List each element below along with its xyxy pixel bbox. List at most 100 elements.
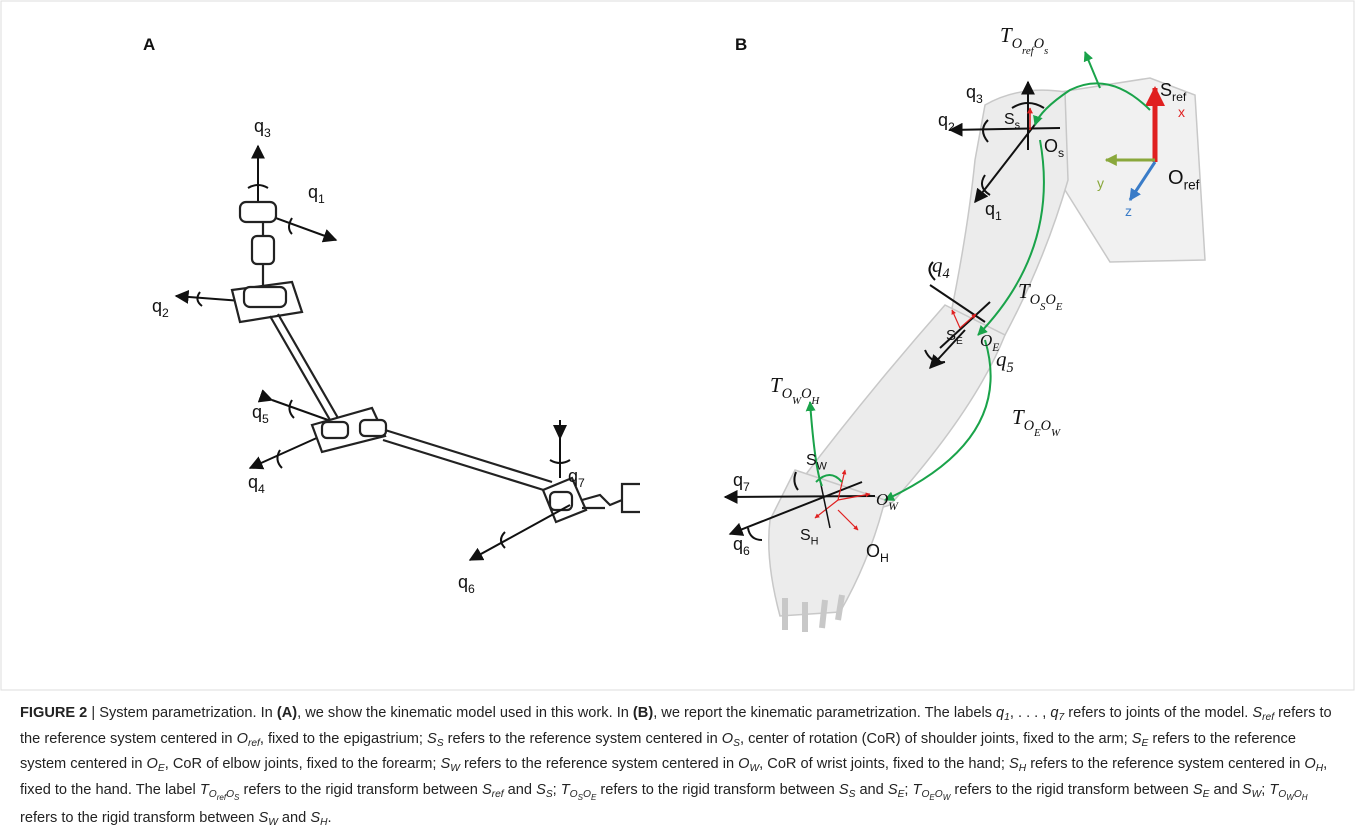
caption-run: H xyxy=(1315,763,1324,774)
joint-label: q7 xyxy=(568,466,585,490)
subscript: O xyxy=(1034,36,1044,52)
frame-label: SH xyxy=(800,527,819,547)
caption-run: O xyxy=(582,788,591,800)
subscript: W xyxy=(792,395,802,407)
joint-label: q3 xyxy=(254,116,271,140)
subscript: O xyxy=(1030,292,1040,308)
joint-label: q4 xyxy=(932,253,950,282)
subscript: H xyxy=(880,551,889,565)
label-text: O xyxy=(876,490,888,509)
joint-label: q2 xyxy=(938,110,955,134)
caption-run: W xyxy=(450,763,460,774)
caption-text: refers to the rigid transform between xyxy=(596,781,839,798)
subscript: E xyxy=(1033,427,1041,439)
axis-label: z xyxy=(1125,203,1132,219)
label-text: q xyxy=(568,466,578,486)
caption-run: T xyxy=(912,781,922,798)
caption-text: , fixed to the hand. The label xyxy=(20,756,1328,798)
subscript: O xyxy=(801,386,811,402)
caption-run: E xyxy=(897,788,905,800)
caption-run: S xyxy=(310,810,321,826)
caption-text: refers to the rigid transform between xyxy=(20,810,259,826)
caption-run: E xyxy=(590,792,597,802)
subscript: 7 xyxy=(578,476,585,490)
caption-run: O xyxy=(236,730,248,747)
caption-text: , we report the kinematic parametrizatio… xyxy=(653,705,997,721)
caption-run: q xyxy=(1050,705,1059,721)
joint-label: q1 xyxy=(308,182,325,206)
subscript: ref xyxy=(1022,45,1036,57)
caption-run: 7 xyxy=(1058,712,1065,723)
transforms xyxy=(805,51,1151,501)
subscript: s xyxy=(1044,45,1048,57)
panel-label: B xyxy=(735,35,747,54)
subscript: 3 xyxy=(264,126,271,140)
subscript: 6 xyxy=(468,582,475,596)
caption-text: refers to the reference system centered … xyxy=(20,705,1332,747)
subscript: W xyxy=(888,500,899,513)
caption-run: O xyxy=(1293,788,1302,800)
caption-text: . xyxy=(327,810,332,826)
label-text: T xyxy=(1012,405,1025,429)
caption-run: O xyxy=(569,788,578,800)
figure-frame xyxy=(0,0,1355,691)
subscript: E xyxy=(1055,301,1063,313)
caption-run: S xyxy=(436,737,444,749)
origin-label: OE xyxy=(980,331,999,354)
caption-text: refers to the reference system centered … xyxy=(443,730,722,747)
caption-text: refers to the reference system centered … xyxy=(1026,756,1305,772)
caption-run: W xyxy=(1286,792,1294,802)
label-text: T xyxy=(770,373,783,397)
caption-run: S xyxy=(1009,756,1019,772)
caption-run: ref xyxy=(491,788,504,800)
joint-label: q4 xyxy=(248,472,265,496)
label-text: S xyxy=(800,527,811,544)
subscript: W xyxy=(1051,427,1061,439)
caption-run: W xyxy=(1251,788,1262,800)
subscript: O xyxy=(782,386,792,402)
caption-run: O xyxy=(208,788,217,800)
label-text: S xyxy=(946,327,956,344)
subscript: 4 xyxy=(943,266,950,282)
caption-run: O xyxy=(921,788,930,800)
label-text: O xyxy=(980,331,992,350)
label-text: q xyxy=(458,572,468,592)
label-text: O xyxy=(1168,167,1184,189)
joint-label: q6 xyxy=(733,534,750,558)
caption-run: O xyxy=(1304,756,1316,772)
subscript: H xyxy=(811,535,819,547)
caption-text: refers to the reference system centered … xyxy=(459,756,739,772)
label-text: q xyxy=(254,116,264,136)
caption-run: S xyxy=(258,810,269,826)
caption-run: S xyxy=(848,788,856,800)
caption-run: H xyxy=(320,817,328,828)
subscript: ref xyxy=(1172,90,1187,104)
panel-label: A xyxy=(143,35,155,54)
transform-label: TOrefOs xyxy=(1000,23,1048,57)
frame-label: Sref xyxy=(1160,80,1187,104)
transform-label: TOSOE xyxy=(1018,279,1063,313)
joint-label: q3 xyxy=(966,82,983,106)
caption-text: , fixed to the epigastrium; xyxy=(259,730,427,747)
subscript: s xyxy=(1058,146,1064,160)
subscript: 4 xyxy=(258,482,265,496)
label-text: O xyxy=(866,541,880,561)
caption-text: ; xyxy=(1261,781,1270,798)
caption-text: and xyxy=(1209,781,1242,798)
origin-label: Os xyxy=(1044,136,1064,160)
kinematic-model xyxy=(174,144,640,561)
caption-run: ref xyxy=(216,792,227,802)
caption-text: , center of rotation (CoR) of shoulder j… xyxy=(739,730,1132,747)
subscript: 3 xyxy=(976,92,983,106)
subscript: O xyxy=(1045,292,1055,308)
caption-run: 1 xyxy=(1004,712,1010,723)
label-text: q xyxy=(932,253,943,277)
label-text: q xyxy=(733,534,743,554)
caption-run: q xyxy=(996,705,1005,721)
subscript: 1 xyxy=(995,209,1002,223)
joint-label: q2 xyxy=(152,296,169,320)
transform-label: TOEOW xyxy=(1012,405,1061,439)
transform-label: TOWOH xyxy=(770,373,820,407)
caption-run: S xyxy=(234,792,240,802)
